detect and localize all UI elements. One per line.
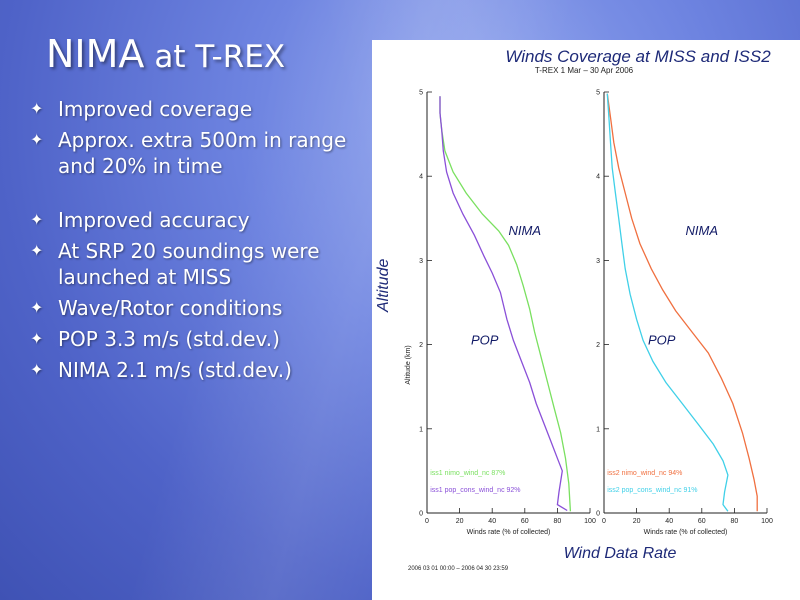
chart-title: Winds Coverage at MISS and ISS2 [505, 47, 771, 66]
y-tick-label: 2 [419, 342, 423, 349]
y-tick-label: 1 [419, 426, 423, 433]
four-point-star-icon: ✦ [30, 241, 44, 260]
x-tick-label: 80 [554, 518, 562, 525]
x-tick-label: 100 [761, 518, 773, 525]
bullet-item: ✦ POP 3.3 m/s (std.dev.) [30, 326, 370, 352]
bullet-text: POP 3.3 m/s (std.dev.) [58, 327, 280, 351]
series-annotation: POP [471, 333, 499, 348]
date-range-footer: 2006 03 01 00:00 – 2006 04 30 23:59 [408, 566, 509, 572]
series-annotation: NIMA [686, 223, 719, 238]
bullet-text: Improved coverage [58, 97, 253, 121]
chart-panel: Winds Coverage at MISS and ISS2 T-REX 1 … [372, 40, 800, 600]
series-line [439, 96, 568, 512]
x-tick-label: 20 [456, 518, 464, 525]
bullet-text: Wave/Rotor conditions [58, 296, 283, 320]
x-tick-label: 80 [731, 518, 739, 525]
x-tick-label: 60 [698, 518, 706, 525]
y-tick-label: 0 [419, 511, 423, 518]
bullet-item: ✦ Wave/Rotor conditions [30, 295, 370, 321]
bullet-item: ✦ Approx. extra 500m in range and 20% in … [30, 127, 370, 179]
slide-title-sub: at T-REX [154, 39, 286, 75]
four-point-star-icon: ✦ [30, 298, 44, 317]
legend-entry: iss2 nimo_wind_nc 94% [607, 470, 682, 477]
legend-entry: iss1 nimo_wind_nc 87% [430, 470, 505, 477]
y-tick-label: 3 [596, 258, 600, 265]
bullet-item: ✦ At SRP 20 soundings were launched at MI… [30, 238, 370, 290]
four-point-star-icon: ✦ [30, 99, 44, 118]
winds-coverage-chart: Winds Coverage at MISS and ISS2 T-REX 1 … [375, 47, 773, 572]
slide-title-main: NIMA [46, 32, 145, 76]
y-tick-label: 4 [596, 174, 600, 181]
slide-title: NIMA at T-REX [46, 32, 285, 76]
x-axis-label: Winds rate (% of collected) [644, 529, 728, 536]
bullet-text: At SRP 20 soundings were launched at MIS… [58, 239, 320, 289]
bullet-item: ✦ Improved accuracy [30, 207, 370, 233]
x-tick-label: 100 [584, 518, 596, 525]
x-tick-label: 0 [602, 518, 606, 525]
four-point-star-icon: ✦ [30, 130, 44, 149]
series-annotation: POP [648, 333, 676, 348]
series-line [439, 96, 572, 512]
chart-subtitle: T-REX 1 Mar – 30 Apr 2006 [535, 66, 634, 75]
bullet-text: Approx. extra 500m in range and 20% in t… [58, 128, 347, 178]
altitude-label-small: Altitude (km) [405, 345, 412, 384]
y-tick-label: 0 [596, 511, 600, 518]
wind-data-rate-label: Wind Data Rate [564, 545, 677, 562]
series-line [606, 93, 729, 512]
four-point-star-icon: ✦ [30, 210, 44, 229]
y-tick-label: 2 [596, 342, 600, 349]
y-tick-label: 5 [596, 90, 600, 97]
x-tick-label: 40 [665, 518, 673, 525]
x-axis-label: Winds rate (% of collected) [467, 529, 551, 536]
series-annotation: NIMA [509, 223, 542, 238]
x-tick-label: 0 [425, 518, 429, 525]
bullet-text: Improved accuracy [58, 208, 250, 232]
bullet-item: ✦ NIMA 2.1 m/s (std.dev.) [30, 357, 370, 383]
legend-entry: iss1 pop_cons_wind_nc 92% [430, 487, 520, 494]
y-tick-label: 1 [596, 426, 600, 433]
x-tick-label: 40 [488, 518, 496, 525]
four-point-star-icon: ✦ [30, 329, 44, 348]
legend-entry: iss2 pop_cons_wind_nc 91% [607, 487, 697, 494]
bullet-list: ✦ Improved coverage ✦ Approx. extra 500m i… [30, 96, 370, 388]
x-tick-label: 20 [633, 518, 641, 525]
bullet-item: ✦ Improved coverage [30, 96, 370, 122]
four-point-star-icon: ✦ [30, 360, 44, 379]
x-tick-label: 60 [521, 518, 529, 525]
y-tick-label: 3 [419, 258, 423, 265]
y-tick-label: 4 [419, 174, 423, 181]
bullet-text: NIMA 2.1 m/s (std.dev.) [58, 358, 292, 382]
y-tick-label: 5 [419, 90, 423, 97]
altitude-label-big: Altitude [375, 259, 392, 313]
series-line [606, 93, 758, 512]
